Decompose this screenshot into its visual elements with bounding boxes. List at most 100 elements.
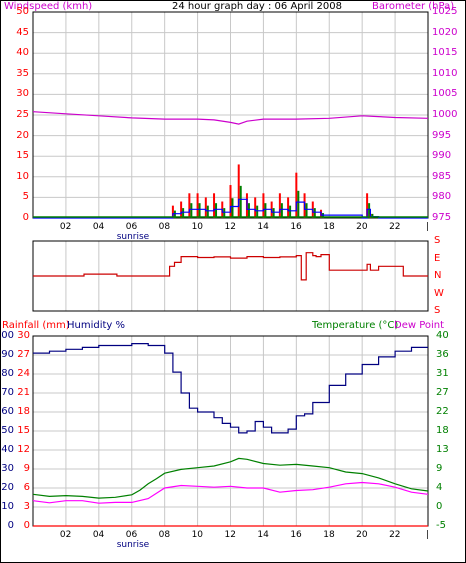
- barometer-tick-label: 975: [432, 212, 452, 223]
- humidity-tick-label: 40: [1, 444, 14, 455]
- rainfall-tick-label: 15: [17, 425, 30, 436]
- time-axis-bottom-tick-label: 02: [59, 530, 72, 540]
- barometer-tick-label: 1020: [432, 26, 458, 38]
- time-axis-top-tick-label: 16: [290, 222, 302, 232]
- time-axis-top-tick-label: 04: [92, 222, 105, 232]
- time-axis-top-tick-label: 18: [323, 222, 335, 232]
- time-axis-top-tick-label: 20: [356, 222, 368, 232]
- rainfall-tick-label: 3: [23, 501, 30, 512]
- temperature-tick-label: -5: [436, 520, 446, 531]
- temperature-tick-label: 13: [436, 444, 449, 455]
- humidity-tick-label: 100: [0, 330, 14, 341]
- time-axis-top-tick-label: |: [426, 222, 430, 232]
- windspeed-tick-label: 20: [16, 129, 29, 141]
- time-axis-bottom-tick-label: 04: [92, 530, 105, 540]
- barometer-tick-label: 985: [432, 170, 452, 182]
- windspeed-tick-label: 0: [22, 212, 29, 223]
- time-axis-top-sunrise-label: sunrise: [116, 232, 150, 242]
- time-axis-bottom-tick-label: 10: [191, 530, 204, 540]
- barometer-axis-label: Barometer (hPa): [372, 1, 455, 12]
- humidity-tick-label: 60: [1, 406, 14, 417]
- windspeed-tick-label: 25: [16, 109, 29, 120]
- humidity-tick-label: 30: [1, 463, 14, 474]
- rainfall-tick-label: 27: [17, 349, 30, 360]
- barometer-tick-label: 1000: [432, 109, 458, 120]
- barometer-tick-label: 995: [432, 129, 452, 141]
- windspeed-tick-label: 30: [16, 88, 29, 100]
- temperature-tick-label: 9: [436, 463, 443, 474]
- direction-tick-label: N: [434, 270, 442, 281]
- dewpoint-axis-label: Dew Point: [394, 320, 445, 331]
- temperature-tick-label: 40: [436, 330, 449, 341]
- temperature-axis-label: Temperature (°C): [312, 320, 399, 331]
- time-axis-bottom-tick-label: 22: [389, 530, 401, 540]
- rainfall-tick-label: 21: [17, 387, 30, 398]
- temperature-tick-label: 0: [436, 501, 443, 512]
- windspeed-tick-label: 40: [16, 47, 29, 59]
- rainfall-tick-label: 18: [17, 406, 30, 417]
- time-axis-bottom-tick-label: 14: [257, 530, 269, 540]
- temperature-tick-label: 18: [436, 425, 449, 436]
- humidity-tick-label: 20: [1, 482, 14, 493]
- barometer-tick-label: 1025: [432, 6, 458, 17]
- graph-title: 24 hour graph day : 06 April 2008: [172, 1, 342, 12]
- time-axis-bottom-tick-label: 12: [224, 530, 236, 540]
- rainfall-axis-label: Rainfall (mm): [2, 320, 70, 331]
- barometer-tick-label: 980: [432, 191, 452, 203]
- temperature-series-line: [32, 457, 429, 499]
- windspeed-axis-label: Windspeed (kmh): [4, 1, 93, 12]
- time-axis-top-tick-label: 06: [125, 222, 138, 232]
- time-axis-bottom-tick-label: 06: [125, 530, 138, 540]
- windspeed-tick-label: 15: [16, 150, 29, 162]
- time-axis-bottom-tick-label: 08: [158, 530, 171, 540]
- humidity-tick-label: 50: [1, 425, 14, 436]
- temperature-tick-label: 4: [436, 482, 443, 493]
- time-axis-bottom-tick-label: |: [426, 530, 430, 540]
- humidity-tick-label: 90: [1, 349, 14, 360]
- wind-average-line: [33, 198, 428, 219]
- rainfall-tick-label: 24: [17, 368, 30, 379]
- humidity-temperature-plot: [32, 335, 429, 527]
- humidity-tick-label: 80: [1, 368, 14, 379]
- barometer-tick-label: 1005: [432, 88, 458, 100]
- time-axis-top-tick-label: 10: [191, 222, 204, 232]
- windspeed-tick-label: 5: [22, 191, 29, 203]
- rainfall-tick-label: 6: [23, 482, 30, 493]
- time-axis-top-tick-label: 14: [257, 222, 269, 232]
- temperature-tick-label: 31: [436, 368, 449, 379]
- rainfall-tick-label: 12: [17, 444, 30, 455]
- dewpoint-series-line: [32, 481, 429, 504]
- rainfall-tick-label: 0: [23, 520, 30, 531]
- windspeed-tick-label: 10: [16, 170, 29, 182]
- wind-barometer-plot: [32, 11, 429, 219]
- temperature-tick-label: 22: [436, 406, 449, 417]
- rainfall-tick-label: 9: [23, 463, 30, 474]
- time-axis-top-tick-label: 02: [59, 222, 72, 232]
- direction-tick-label: W: [434, 287, 444, 299]
- time-axis-bottom-tick-label: 16: [290, 530, 302, 540]
- humidity-tick-label: 10: [1, 501, 14, 512]
- time-axis-top-tick-label: 22: [389, 222, 401, 232]
- humidity-tick-label: 0: [7, 520, 14, 531]
- barometer-tick-label: 990: [432, 150, 452, 162]
- wind-direction-plot: [32, 240, 429, 312]
- windspeed-tick-label: 35: [16, 67, 29, 79]
- direction-tick-label: S: [434, 235, 441, 246]
- rainfall-tick-label: 30: [17, 330, 30, 341]
- time-axis-bottom-sunrise-label: sunrise: [116, 540, 150, 550]
- time-axis-bottom-tick-label: 20: [356, 530, 368, 540]
- time-axis-top-tick-label: 08: [158, 222, 171, 232]
- barometer-tick-label: 1010: [432, 67, 458, 79]
- humidity-axis-label: Humidity %: [67, 320, 126, 331]
- humidity-series-line: [33, 343, 428, 434]
- windspeed-tick-label: 50: [16, 6, 29, 17]
- barometer-series-line: [32, 111, 429, 125]
- direction-tick-label: E: [434, 252, 441, 264]
- barometer-tick-label: 1015: [432, 47, 458, 59]
- direction-tick-label: S: [434, 305, 441, 316]
- time-axis-top-tick-label: 12: [224, 222, 236, 232]
- temperature-tick-label: 27: [436, 387, 449, 398]
- windspeed-tick-label: 45: [16, 26, 29, 38]
